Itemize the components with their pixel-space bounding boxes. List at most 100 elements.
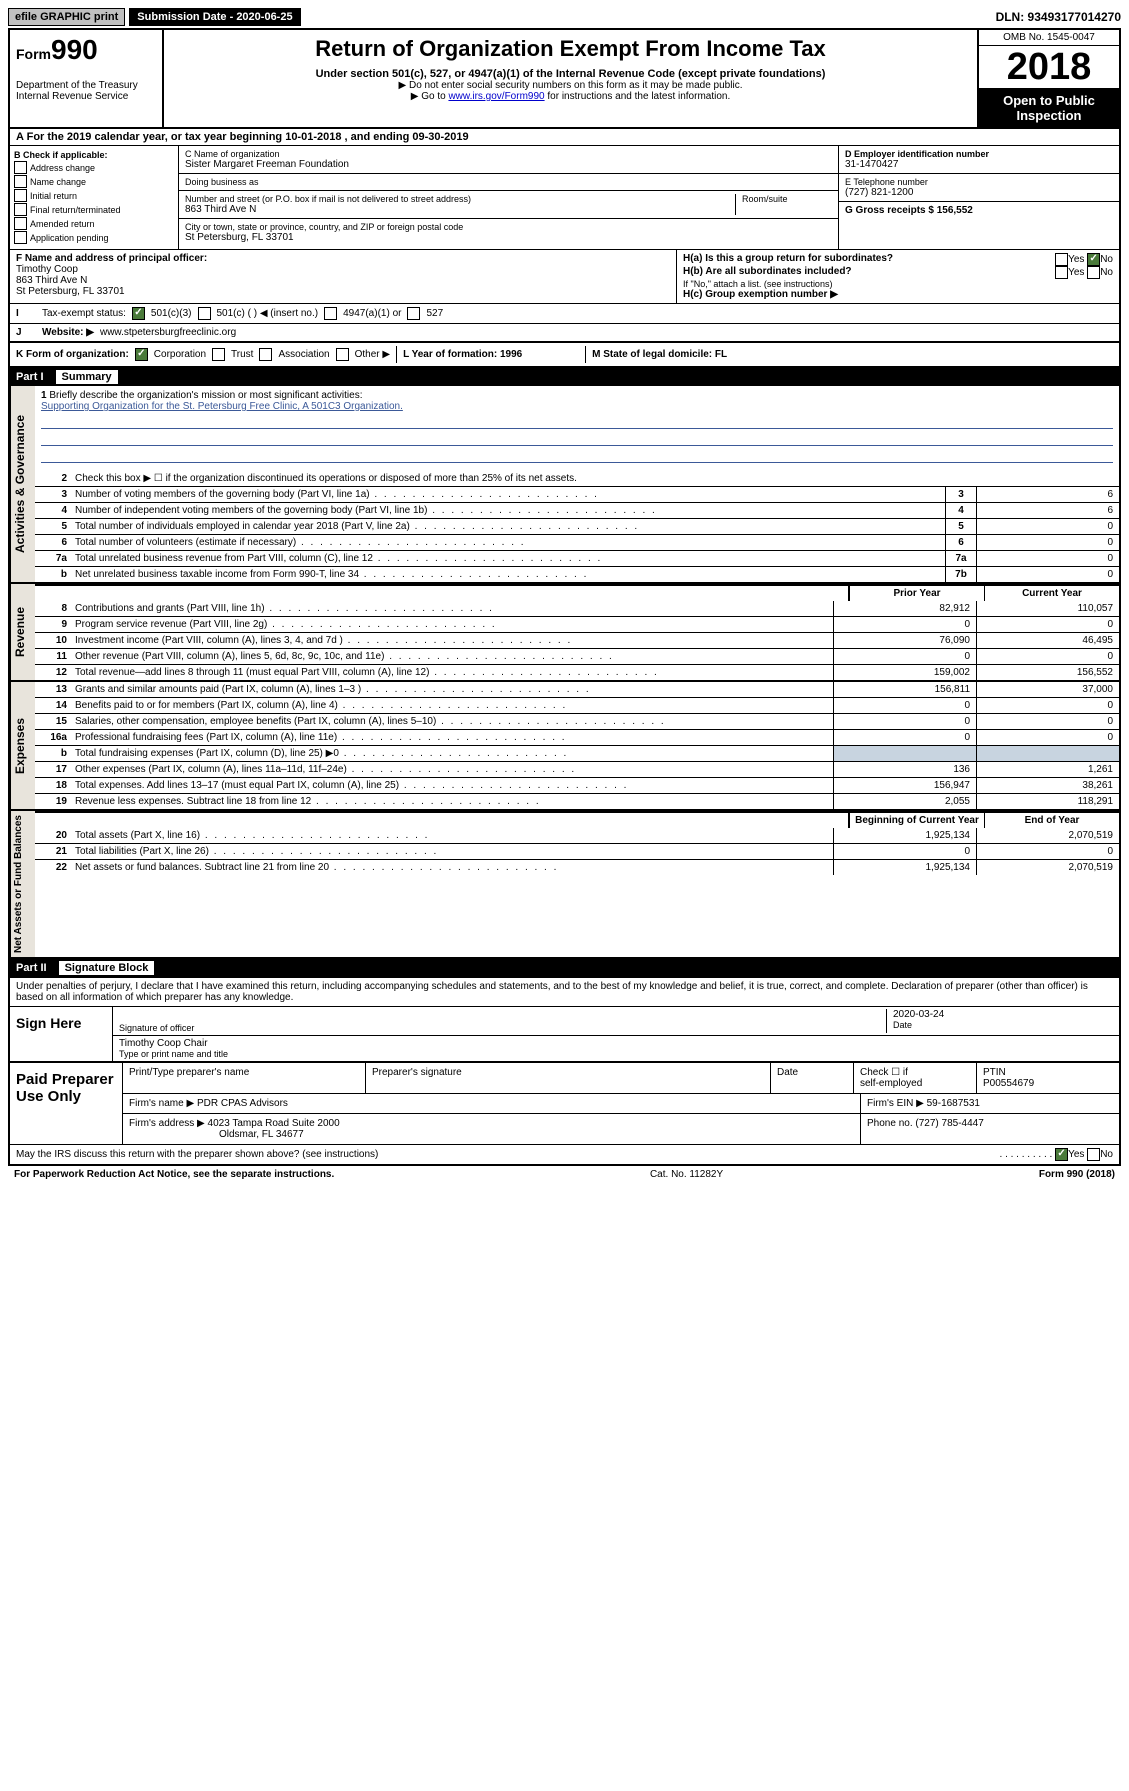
footer-right: Form 990 (2018) — [1039, 1169, 1115, 1180]
table-row: 18Total expenses. Add lines 13–17 (must … — [35, 777, 1119, 793]
efile-button[interactable]: efile GRAPHIC print — [8, 8, 125, 26]
ha-label: H(a) Is this a group return for subordin… — [683, 253, 893, 266]
part2-label: Part II — [16, 962, 47, 974]
note2-post: for instructions and the latest informat… — [545, 91, 731, 102]
opt-other: Other ▶ — [355, 349, 390, 360]
gov-vert-label: Activities & Governance — [10, 386, 35, 582]
irs-link[interactable]: www.irs.gov/Form990 — [448, 91, 544, 102]
tax-status-label: Tax-exempt status: — [42, 308, 126, 319]
sig-date-label: Date — [893, 1020, 1113, 1030]
expenses-section: Expenses 13Grants and similar amounts pa… — [10, 682, 1119, 811]
table-row: 19Revenue less expenses. Subtract line 1… — [35, 793, 1119, 809]
opt-501c: 501(c) ( ) ◀ (insert no.) — [217, 308, 319, 319]
discuss-yes[interactable] — [1055, 1148, 1068, 1161]
table-row: bNet unrelated business taxable income f… — [35, 566, 1119, 582]
firm-ein-label: Firm's EIN ▶ — [867, 1098, 924, 1109]
form-number: Form990 — [16, 34, 156, 66]
line1-num: 1 — [41, 390, 47, 401]
chk-address-change[interactable]: Address change — [14, 161, 174, 174]
header-center: Return of Organization Exempt From Incom… — [164, 30, 977, 127]
chk-app-pending[interactable]: Application pending — [14, 231, 174, 244]
section-klm: K Form of organization: Corporation Trus… — [10, 343, 1119, 368]
section-bcd-wrap: B Check if applicable: Address change Na… — [10, 146, 1119, 250]
section-b: B Check if applicable: Address change Na… — [10, 146, 179, 249]
discuss-text: May the IRS discuss this return with the… — [16, 1149, 378, 1160]
chk-amended[interactable]: Amended return — [14, 217, 174, 230]
signer-name: Timothy Coop Chair — [119, 1038, 1113, 1049]
discuss-no[interactable] — [1087, 1148, 1100, 1161]
section-f: F Name and address of principal officer:… — [10, 250, 677, 303]
section-i: I Tax-exempt status: 501(c)(3) 501(c) ( … — [10, 304, 1119, 324]
chk-501c[interactable] — [198, 307, 211, 320]
firm-phone-label: Phone no. — [867, 1118, 913, 1129]
prep-date-label: Date — [771, 1063, 854, 1093]
table-row: 2Check this box ▶ ☐ if the organization … — [35, 471, 1119, 486]
form-header: Form990 Department of the Treasury Inter… — [10, 30, 1119, 129]
chk-assoc[interactable] — [259, 348, 272, 361]
part1-header: Part I Summary — [10, 368, 1119, 386]
part1-label: Part I — [16, 371, 44, 383]
note2-pre: ▶ Go to — [411, 91, 449, 102]
form-subtitle: Under section 501(c), 527, or 4947(a)(1)… — [172, 68, 969, 80]
sig-label: Signature of officer — [119, 1023, 886, 1033]
part1-title: Summary — [56, 370, 118, 384]
opt-501c3: 501(c)(3) — [151, 308, 192, 319]
officer-addr1: 863 Third Ave N — [16, 275, 670, 286]
opt-4947: 4947(a)(1) or — [343, 308, 401, 319]
chk-initial-return[interactable]: Initial return — [14, 189, 174, 202]
mission-label: Briefly describe the organization's miss… — [49, 390, 362, 401]
dba-label: Doing business as — [185, 177, 832, 187]
website-label: Website: ▶ — [42, 327, 94, 338]
chk-corp[interactable] — [135, 348, 148, 361]
table-row: 13Grants and similar amounts paid (Part … — [35, 682, 1119, 697]
table-row: 22Net assets or fund balances. Subtract … — [35, 859, 1119, 875]
chk-name-change[interactable]: Name change — [14, 175, 174, 188]
paid-preparer-block: Paid Preparer Use Only Print/Type prepar… — [10, 1062, 1119, 1144]
rev-col-headers: Prior Year Current Year — [35, 584, 1119, 601]
chk-trust[interactable] — [212, 348, 225, 361]
table-row: 10Investment income (Part VIII, column (… — [35, 632, 1119, 648]
paid-label: Paid Preparer Use Only — [10, 1063, 123, 1144]
chk-4947[interactable] — [324, 307, 337, 320]
officer-addr2: St Petersburg, FL 33701 — [16, 286, 670, 297]
k-label: K Form of organization: — [16, 349, 129, 360]
form-990-num: 990 — [51, 34, 98, 65]
firm-phone: (727) 785-4447 — [915, 1118, 983, 1129]
table-row: bTotal fundraising expenses (Part IX, co… — [35, 745, 1119, 761]
submission-date: Submission Date - 2020-06-25 — [129, 8, 300, 26]
period-text: For the 2019 calendar year, or tax year … — [27, 131, 469, 143]
rev-vert-label: Revenue — [10, 584, 35, 680]
table-row: 11Other revenue (Part VIII, column (A), … — [35, 648, 1119, 664]
sign-here-label: Sign Here — [10, 1007, 113, 1061]
form-prefix: Form — [16, 46, 51, 62]
tax-year: 2018 — [979, 46, 1119, 89]
addr-label: Number and street (or P.O. box if mail i… — [185, 194, 735, 204]
chk-501c3[interactable] — [132, 307, 145, 320]
table-row: 8Contributions and grants (Part VIII, li… — [35, 601, 1119, 616]
mission-text: Supporting Organization for the St. Pete… — [41, 401, 403, 412]
form-container: Form990 Department of the Treasury Inter… — [8, 28, 1121, 1166]
f-label: F Name and address of principal officer: — [16, 253, 670, 264]
ptin-value: P00554679 — [983, 1078, 1113, 1089]
mission-block: 1 Briefly describe the organization's mi… — [35, 386, 1119, 471]
table-row: 14Benefits paid to or for members (Part … — [35, 697, 1119, 713]
chk-other[interactable] — [336, 348, 349, 361]
phone-label: E Telephone number — [845, 177, 1113, 187]
website-value: www.stpetersburgfreeclinic.org — [100, 327, 236, 338]
footer-mid: Cat. No. 11282Y — [334, 1169, 1039, 1180]
net-vert-label: Net Assets or Fund Balances — [10, 811, 35, 957]
hc-label: H(c) Group exemption number ▶ — [683, 289, 1113, 300]
firm-name-label: Firm's name ▶ — [129, 1098, 194, 1109]
table-row: 12Total revenue—add lines 8 through 11 (… — [35, 664, 1119, 680]
col-current: Current Year — [984, 586, 1119, 601]
form-note1: ▶ Do not enter social security numbers o… — [172, 80, 969, 91]
officer-name: Timothy Coop — [16, 264, 670, 275]
col-end: End of Year — [984, 813, 1119, 828]
revenue-section: Revenue Prior Year Current Year 8Contrib… — [10, 584, 1119, 682]
footer: For Paperwork Reduction Act Notice, see … — [8, 1166, 1121, 1183]
netassets-section: Net Assets or Fund Balances Beginning of… — [10, 811, 1119, 959]
chk-527[interactable] — [407, 307, 420, 320]
table-row: 15Salaries, other compensation, employee… — [35, 713, 1119, 729]
chk-final-return[interactable]: Final return/terminated — [14, 203, 174, 216]
discuss-row: May the IRS discuss this return with the… — [10, 1144, 1119, 1164]
